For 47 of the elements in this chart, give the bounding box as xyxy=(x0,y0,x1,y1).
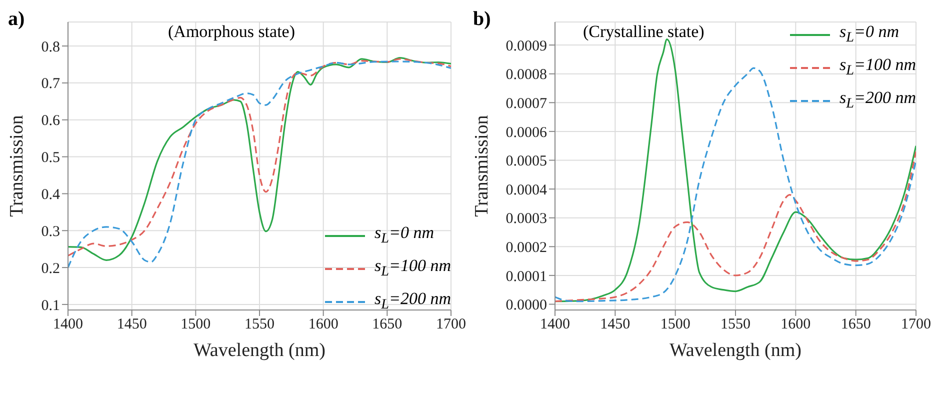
x-tick-label: 1700 xyxy=(901,316,931,333)
y-tick-label: 0.0002 xyxy=(506,240,547,256)
y-axis-title: Transmission xyxy=(472,114,493,217)
y-tick-label: 0.0007 xyxy=(506,96,548,112)
y-tick-label: 0.2 xyxy=(41,260,60,277)
legend-label: s$_{L}$=100 nm xyxy=(840,55,916,80)
y-tick-label: 0.5 xyxy=(41,150,60,166)
annotation: (Crystalline state) xyxy=(583,22,704,42)
y-tick-label: 0.3 xyxy=(41,224,60,240)
y-tick-label: 0.1 xyxy=(41,298,60,314)
x-tick-label: 1400 xyxy=(540,316,570,333)
legend-label: s$_{L}$=200 nm xyxy=(374,289,451,314)
x-tick-label: 1600 xyxy=(780,316,811,333)
x-tick-label: 1550 xyxy=(720,316,750,333)
y-tick-label: 0.4 xyxy=(41,187,60,204)
x-tick-label: 1600 xyxy=(308,316,338,333)
line-series xyxy=(555,150,916,302)
y-tick-label: 0.0008 xyxy=(506,67,547,84)
legend-label: s$_{L}$=100 nm xyxy=(374,256,451,281)
y-tick-label: 0.0001 xyxy=(506,268,547,285)
y-tick-label: 0.0004 xyxy=(506,182,548,198)
y-tick-label: 0.0000 xyxy=(506,298,547,314)
y-tick-label: 0.0006 xyxy=(506,124,548,141)
x-tick-label: 1700 xyxy=(436,316,466,333)
x-tick-label: 1550 xyxy=(244,316,274,333)
x-tick-label: 1500 xyxy=(180,316,211,333)
x-tick-label: 1650 xyxy=(840,316,871,333)
y-tick-label: 0.6 xyxy=(41,113,60,130)
x-tick-label: 1500 xyxy=(660,316,690,333)
legend-label: s$_{L}$=0 nm xyxy=(374,223,434,248)
legend-label: s$_{L}$=0 nm xyxy=(840,22,899,47)
annotation: (Amorphous state) xyxy=(168,22,296,42)
x-tick-label: 1450 xyxy=(116,316,147,333)
y-tick-label: 0.0003 xyxy=(506,211,547,228)
y-tick-label: 0.8 xyxy=(41,39,60,56)
x-tick-label: 1450 xyxy=(600,316,630,333)
y-tick-label: 0.0005 xyxy=(506,154,547,170)
x-tick-label: 1400 xyxy=(53,316,83,333)
x-tick-label: 1650 xyxy=(372,316,402,333)
legend-label: s$_{L}$=200 nm xyxy=(840,88,916,113)
y-axis-title: Transmission xyxy=(6,114,28,217)
x-axis-title: Wavelength (nm) xyxy=(194,340,326,361)
y-tick-label: 0.0009 xyxy=(506,38,547,54)
chart-title: b) xyxy=(473,8,491,31)
y-tick-label: 0.7 xyxy=(41,76,60,92)
x-axis-title: Wavelength (nm) xyxy=(670,340,802,361)
chart-title: a) xyxy=(8,8,25,31)
